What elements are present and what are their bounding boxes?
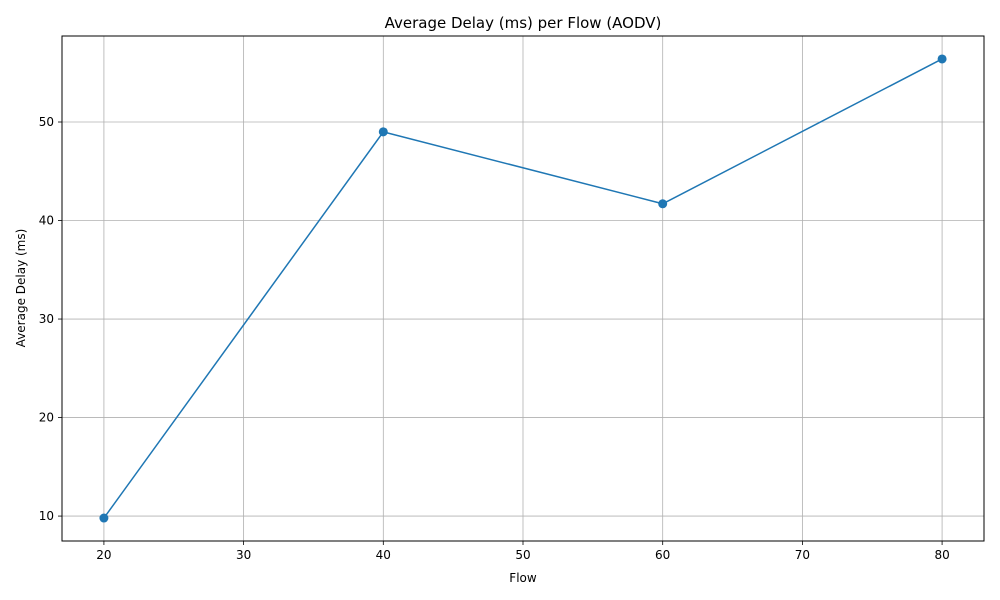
x-axis-label: Flow — [509, 571, 537, 585]
y-tick-label: 40 — [39, 214, 54, 228]
y-tick-label: 30 — [39, 312, 54, 326]
y-axis-ticks: 10 20 30 40 50 — [39, 115, 62, 523]
series-group — [99, 54, 947, 523]
data-point — [658, 199, 668, 209]
data-point — [378, 127, 388, 137]
x-tick-label: 50 — [515, 548, 530, 562]
x-axis-ticks: 20 30 40 50 60 70 80 — [96, 541, 950, 562]
x-tick-label: 20 — [96, 548, 111, 562]
x-tick-label: 30 — [236, 548, 251, 562]
grid — [62, 36, 984, 541]
y-tick-label: 50 — [39, 115, 54, 129]
x-tick-label: 40 — [376, 548, 391, 562]
data-point — [99, 513, 109, 523]
data-point — [937, 54, 947, 64]
y-axis-label: Average Delay (ms) — [14, 229, 28, 348]
y-tick-label: 20 — [39, 411, 54, 425]
series-line — [103, 58, 943, 519]
x-tick-label: 60 — [655, 548, 670, 562]
x-tick-label: 80 — [934, 548, 949, 562]
x-tick-label: 70 — [795, 548, 810, 562]
y-tick-label: 10 — [39, 509, 54, 523]
chart-title: Average Delay (ms) per Flow (AODV) — [385, 14, 662, 32]
